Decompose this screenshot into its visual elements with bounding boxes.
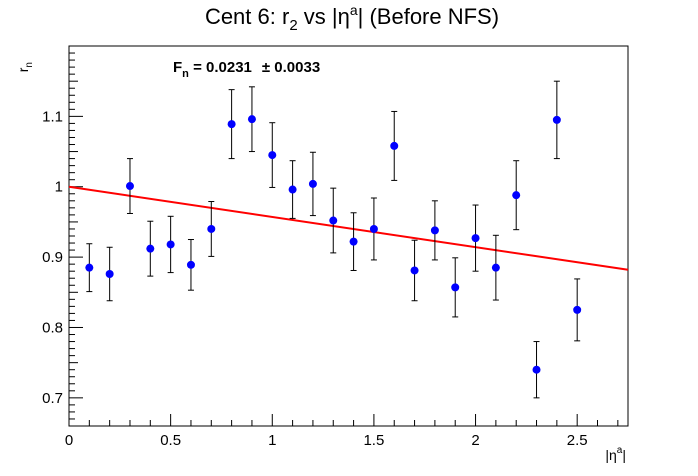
data-marker xyxy=(532,365,541,374)
data-point xyxy=(186,239,195,291)
data-point xyxy=(451,257,460,318)
y-axis: 0.7 0.8 0.9 1 1.1 xyxy=(42,45,83,420)
x-tick-label: 0 xyxy=(65,432,73,449)
data-point xyxy=(308,151,317,217)
data-marker xyxy=(146,244,155,253)
data-point xyxy=(369,197,378,261)
fit-line xyxy=(68,185,629,271)
data-marker xyxy=(125,182,134,191)
data-point xyxy=(552,80,561,160)
data-point xyxy=(288,160,297,219)
x-tick-label: 1.5 xyxy=(363,432,384,449)
data-marker xyxy=(308,179,317,188)
data-point xyxy=(268,122,277,188)
data-point xyxy=(207,201,216,257)
data-marker xyxy=(410,266,419,275)
plot-frame xyxy=(68,45,629,427)
x-axis: 0 0.5 1 1.5 2 2.5 xyxy=(65,414,619,449)
data-point xyxy=(410,239,419,302)
y-tick-label: 1.1 xyxy=(42,108,63,125)
y-tick-label: 0.8 xyxy=(42,319,63,336)
data-marker xyxy=(329,216,338,225)
data-marker xyxy=(491,263,500,272)
data-marker xyxy=(390,141,399,150)
data-point xyxy=(166,215,175,274)
x-axis-label: |ηa| xyxy=(605,445,626,463)
data-point xyxy=(471,204,480,272)
y-axis-label: rn xyxy=(15,62,35,72)
fit-annotation: Fn = 0.0231 ± 0.0033 xyxy=(173,59,320,80)
data-marker xyxy=(512,191,521,200)
data-marker xyxy=(247,115,256,124)
data-point xyxy=(146,220,155,277)
x-tick-label: 1 xyxy=(268,432,276,449)
data-point xyxy=(512,160,521,231)
y-tick-label: 0.7 xyxy=(42,390,63,407)
data-marker xyxy=(349,237,358,246)
data-point xyxy=(247,86,256,153)
data-marker xyxy=(186,260,195,269)
data-marker xyxy=(227,120,236,129)
data-marker xyxy=(451,283,460,292)
data-point xyxy=(329,187,338,254)
chart-title: Cent 6: r2 vs |ηa| (Before NFS) xyxy=(205,2,499,34)
data-point xyxy=(532,341,541,399)
data-point xyxy=(390,110,399,181)
data-marker xyxy=(105,270,114,278)
data-marker xyxy=(288,185,297,194)
data-points-layer xyxy=(85,80,582,399)
data-point xyxy=(430,200,439,261)
y-tick-label: 1 xyxy=(55,179,63,196)
data-marker xyxy=(85,263,94,272)
x-tick-label: 2 xyxy=(471,432,479,449)
data-marker xyxy=(471,234,480,243)
x-tick-label: 2.5 xyxy=(567,432,588,449)
x-tick-label: 0.5 xyxy=(160,432,181,449)
data-marker xyxy=(573,305,582,314)
data-point xyxy=(105,246,114,302)
fit-line-layer xyxy=(68,185,629,271)
data-point xyxy=(491,234,500,301)
data-point xyxy=(349,212,358,271)
data-point xyxy=(125,158,134,214)
data-point xyxy=(85,243,94,293)
data-marker xyxy=(207,224,216,233)
data-marker xyxy=(430,226,439,235)
data-marker xyxy=(552,115,561,124)
data-marker xyxy=(166,240,175,249)
data-marker xyxy=(268,151,277,160)
data-point xyxy=(227,89,236,160)
data-marker xyxy=(369,224,378,233)
y-tick-label: 0.9 xyxy=(42,249,63,266)
data-point xyxy=(573,278,582,342)
